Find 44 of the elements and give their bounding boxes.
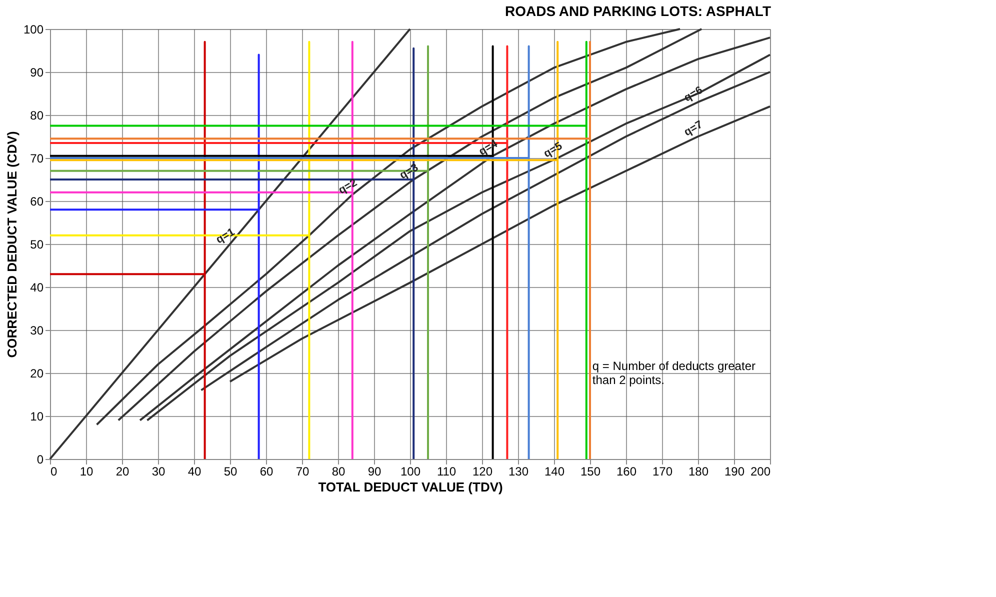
y-tick-label: 40 <box>30 280 44 294</box>
x-tick-label: 20 <box>116 464 130 478</box>
y-tick-label: 50 <box>30 238 44 252</box>
x-tick-label: 160 <box>616 464 637 478</box>
x-tick-label: 110 <box>436 464 456 478</box>
y-axis-title: CORRECTED DEDUCT VALUE (CDV) <box>4 131 20 358</box>
y-tick-label: 100 <box>23 22 44 36</box>
line-series <box>200 71 771 392</box>
x-tick-label: 200 <box>750 464 771 478</box>
x-tick-label: 30 <box>152 464 166 478</box>
x-tick-label: 50 <box>224 464 238 478</box>
y-tick-label: 20 <box>30 366 44 380</box>
y-tick-label: 80 <box>30 108 44 122</box>
x-tick-label: 120 <box>472 464 493 478</box>
x-tick-label: 100 <box>400 464 421 478</box>
x-tick-label: 40 <box>188 464 202 478</box>
annotation: q = Number of deducts greater than 2 points. <box>592 358 756 387</box>
y-tick-label: 90 <box>30 66 44 80</box>
x-tick-label: 180 <box>688 464 709 478</box>
x-tick-label: 190 <box>724 464 745 478</box>
y-tick-label: 30 <box>30 324 44 338</box>
annotation: q=1 <box>214 226 237 246</box>
annotation: q=7 <box>682 118 705 139</box>
x-tick-label: 130 <box>508 464 529 478</box>
y-tick-label: 10 <box>30 410 44 424</box>
x-tick-label: 60 <box>260 464 274 478</box>
x-tick-label: 10 <box>80 464 94 478</box>
x-tick-label: 140 <box>544 464 565 478</box>
annotation: q=6 <box>682 84 705 104</box>
x-tick-label: 150 <box>580 464 601 478</box>
x-tick-label: 70 <box>296 464 310 478</box>
x-tick-label: 90 <box>368 464 382 478</box>
chart-title: ROADS AND PARKING LOTS: ASPHALT <box>505 3 772 19</box>
x-axis-title: TOTAL DEDUCT VALUE (TDV) <box>318 480 503 494</box>
y-tick-label: 70 <box>30 152 44 166</box>
x-tick-label: 0 <box>50 464 58 478</box>
annotation: q=5 <box>542 140 564 160</box>
annotation: q=4 <box>476 138 500 158</box>
x-tick-label: 170 <box>652 464 673 478</box>
x-tick-label: 80 <box>332 464 346 478</box>
annotation: q=2 <box>336 176 360 197</box>
annotation: q=3 <box>398 162 420 182</box>
y-tick-label: 0 <box>36 452 44 466</box>
y-tick-label: 60 <box>30 194 44 208</box>
